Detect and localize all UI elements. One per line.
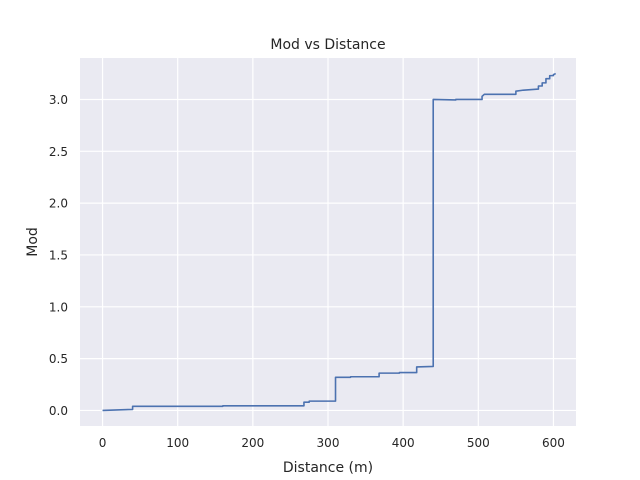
chart-title: Mod vs Distance (270, 37, 385, 53)
series-line-mod (102, 72, 557, 412)
y-tick-label: 2.5 (49, 145, 68, 159)
y-tick-label: 2.0 (49, 197, 68, 211)
y-axis-label: Mod (25, 227, 41, 257)
x-tick-label: 600 (542, 436, 565, 450)
series-group (102, 72, 557, 412)
grid (80, 58, 576, 426)
y-tick-label: 1.5 (49, 248, 68, 262)
x-tick-label: 200 (241, 436, 264, 450)
x-tick-label: 300 (317, 436, 340, 450)
y-tick-label: 3.0 (49, 93, 68, 107)
y-tick-label: 1.0 (49, 300, 68, 314)
x-axis-label: Distance (m) (283, 460, 373, 476)
x-tick-label: 0 (99, 436, 107, 450)
x-tick-label: 100 (166, 436, 189, 450)
y-tick-label: 0.5 (49, 352, 68, 366)
y-tick-label: 0.0 (49, 404, 68, 418)
x-tick-label: 400 (392, 436, 415, 450)
x-tick-label: 500 (467, 436, 490, 450)
tick-labels: 0 100 200 300 400 500 600 0.0 0.5 1.0 1.5 2.0 2.5 3.0 (49, 93, 565, 450)
